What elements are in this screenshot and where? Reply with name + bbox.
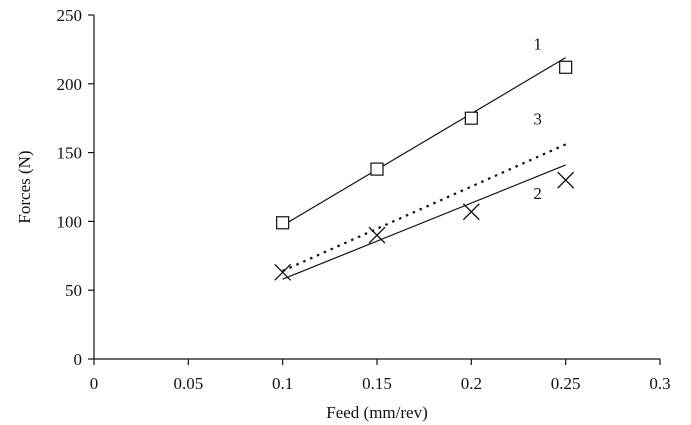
x-marker	[557, 171, 575, 189]
y-tick-label: 100	[57, 212, 83, 231]
y-axis-ticks: 0 50 100 150 200 250	[57, 6, 94, 369]
fit-line-series-3	[282, 143, 567, 272]
y-tick-label: 50	[65, 281, 82, 300]
x-marker	[368, 226, 386, 244]
series-label-2: 2	[533, 184, 542, 203]
x-marker	[462, 203, 480, 221]
x-tick-label: 0.25	[551, 374, 581, 393]
square-marker	[464, 111, 478, 125]
square-marker	[276, 216, 290, 230]
square-marker	[370, 162, 384, 176]
y-tick-label: 250	[57, 6, 83, 25]
x-tick-label: 0.2	[461, 374, 482, 393]
x-tick-label: 0	[90, 374, 99, 393]
x-axis-ticks: 0 0.05 0.1 0.15 0.2 0.25 0.3	[90, 359, 671, 393]
series-label-3: 3	[533, 109, 542, 128]
fit-lines	[282, 57, 567, 280]
y-axis-label: Forces (N)	[15, 150, 34, 223]
x-tick-label: 0.15	[362, 374, 392, 393]
fit-line-series-2	[282, 164, 566, 280]
x-tick-label: 0.05	[173, 374, 203, 393]
x-tick-label: 0.3	[649, 374, 670, 393]
y-tick-label: 200	[57, 75, 83, 94]
y-tick-label: 0	[74, 350, 83, 369]
series-labels: 1 2 3	[533, 35, 542, 203]
x-axis-label: Feed (mm/rev)	[326, 403, 428, 422]
square-marker	[559, 60, 573, 74]
series-label-1: 1	[533, 35, 542, 54]
x-tick-label: 0.1	[272, 374, 293, 393]
data-markers	[274, 60, 575, 281]
x-marker	[274, 263, 292, 281]
y-tick-label: 150	[57, 144, 83, 163]
fit-line-series-1	[282, 57, 566, 227]
